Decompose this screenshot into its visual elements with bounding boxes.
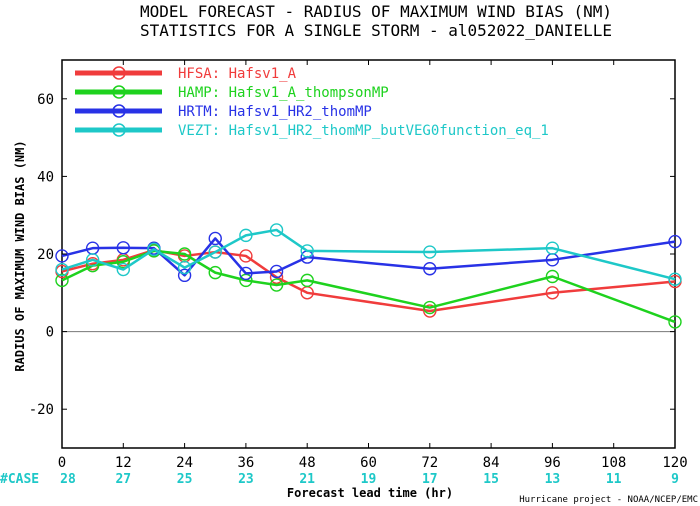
y-tick-label: 40 <box>37 169 54 185</box>
case-count: 19 <box>361 472 377 487</box>
data-point <box>269 278 284 292</box>
case-count: 23 <box>238 472 254 487</box>
legend-marker-hrtm <box>112 104 126 118</box>
data-point <box>177 247 192 261</box>
x-tick-label: 12 <box>115 455 132 471</box>
x-tick-label: 24 <box>176 455 193 471</box>
case-count: 15 <box>483 472 499 487</box>
legend: HFSA: Hafsv1_A HAMP: Hafsv1_A_thompsonMP H… <box>75 66 549 139</box>
data-point <box>239 228 253 243</box>
y-tick-label: 0 <box>46 325 54 341</box>
cases-row: #CASE 28 27 25 23 21 19 17 15 13 11 9 <box>0 472 679 487</box>
legend-marker-vezt <box>112 123 126 137</box>
y-axis: -20 0 20 40 60 <box>29 92 675 418</box>
data-point <box>208 231 222 246</box>
data-point <box>177 268 192 283</box>
data-point <box>423 262 437 276</box>
data-point <box>300 244 314 258</box>
data-point <box>55 249 69 263</box>
data-point <box>116 255 131 269</box>
data-point <box>269 223 284 237</box>
legend-label-hrtm: HRTM: Hafsv1_HR2_thomMP <box>178 104 372 120</box>
case-count: 17 <box>422 472 438 487</box>
y-tick-label: 20 <box>37 247 54 263</box>
x-tick-label: 108 <box>601 455 626 471</box>
series-line <box>61 249 676 324</box>
data-point <box>668 234 682 249</box>
y-axis-label: RADIUS OF MAXIMUM WIND BIAS (NM) <box>13 140 27 371</box>
data-point <box>668 272 682 286</box>
data-point <box>423 245 437 259</box>
data-point <box>239 266 253 281</box>
data-point <box>668 315 682 329</box>
case-count: 13 <box>545 472 561 487</box>
chart-subtitle: STATISTICS FOR A SINGLE STORM - al052022… <box>140 21 612 40</box>
data-point <box>545 286 560 300</box>
data-point <box>269 264 284 279</box>
case-count: 27 <box>115 472 131 487</box>
data-point <box>239 249 253 263</box>
data-point <box>177 260 192 275</box>
y-tick-label: -20 <box>29 402 54 418</box>
series-line <box>61 237 676 277</box>
x-tick-label: 72 <box>421 455 438 471</box>
x-axis-label: Forecast lead time (hr) <box>287 486 453 500</box>
case-count: 25 <box>177 472 193 487</box>
case-count: 21 <box>299 472 315 487</box>
x-tick-label: 48 <box>299 455 316 471</box>
series-hamp <box>55 244 682 329</box>
credit-text: Hurricane project - NOAA/NCEP/EMC <box>519 495 698 505</box>
data-point <box>147 242 161 257</box>
series-layer <box>55 223 682 329</box>
case-label: #CASE <box>0 472 39 487</box>
data-point <box>208 245 222 259</box>
case-count: 9 <box>671 472 679 487</box>
data-point <box>545 269 560 284</box>
case-count: 11 <box>606 472 622 487</box>
data-point <box>116 262 131 277</box>
series-line <box>61 248 676 313</box>
x-axis: 0 12 24 36 48 60 72 84 96 108 120 <box>58 60 688 471</box>
data-point <box>55 273 69 288</box>
data-point <box>116 241 131 255</box>
data-point <box>300 273 314 288</box>
plot-area <box>55 59 682 449</box>
legend-marker-hfsa <box>112 66 126 80</box>
x-tick-label: 36 <box>237 455 254 471</box>
case-count: 28 <box>60 472 76 487</box>
series-vezt <box>55 223 682 286</box>
legend-marker-hamp <box>112 85 126 99</box>
legend-label-vezt: VEZT: Hafsv1_HR2_thomMP_butVEG0function_… <box>178 123 549 139</box>
data-point <box>208 265 222 280</box>
y-tick-label: 60 <box>37 92 54 108</box>
data-point <box>55 262 69 277</box>
chart-title: MODEL FORECAST - RADIUS OF MAXIMUM WIND … <box>140 2 612 21</box>
data-point <box>85 253 100 267</box>
data-point <box>423 304 437 318</box>
x-tick-label: 84 <box>483 455 500 471</box>
legend-label-hamp: HAMP: Hafsv1_A_thompsonMP <box>178 85 389 101</box>
data-point <box>545 241 560 255</box>
legend-label-hfsa: HFSA: Hafsv1_A <box>178 66 297 82</box>
x-tick-label: 60 <box>360 455 377 471</box>
data-point <box>423 300 437 315</box>
x-tick-label: 96 <box>544 455 561 471</box>
x-tick-label: 0 <box>58 455 66 471</box>
x-tick-label: 120 <box>662 455 687 471</box>
